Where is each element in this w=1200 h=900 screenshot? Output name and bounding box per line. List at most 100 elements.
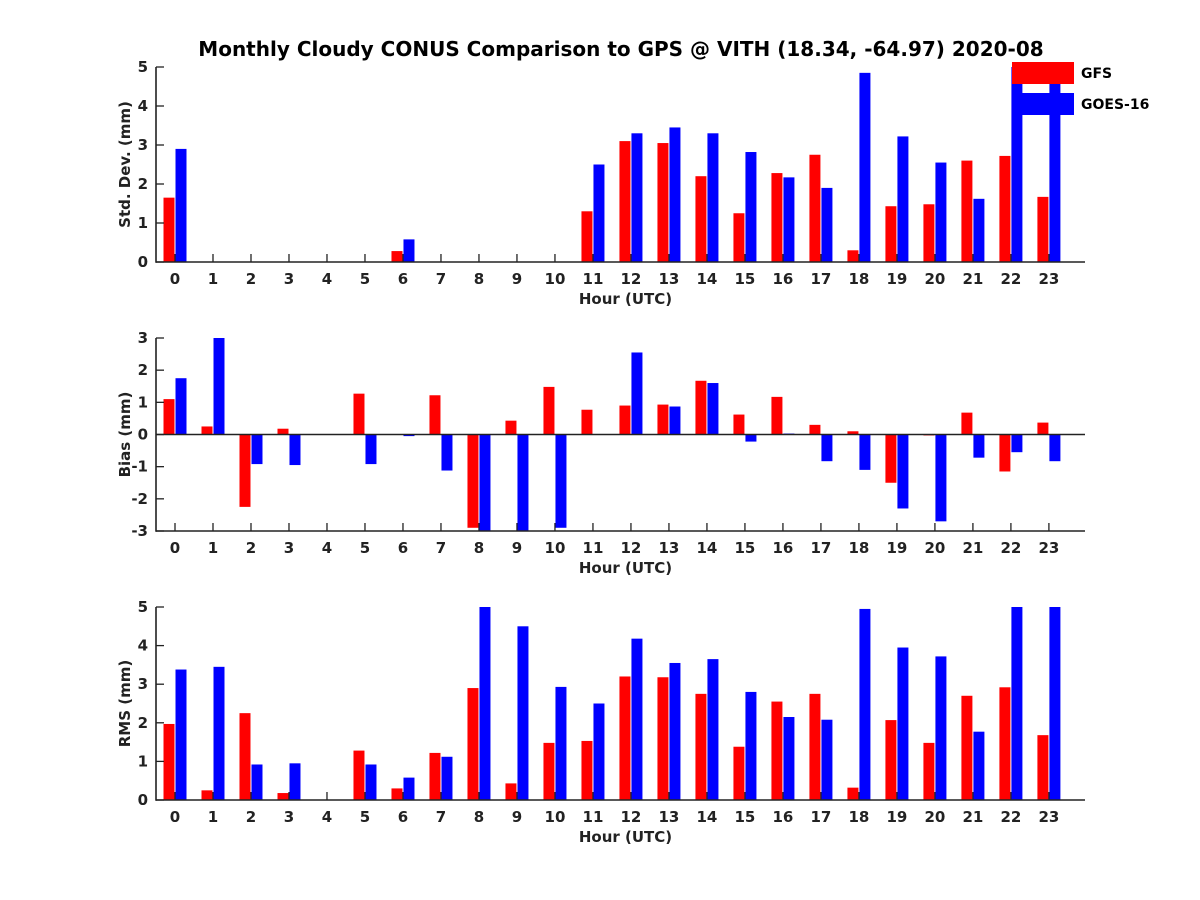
bar-gfs-3 — [277, 428, 289, 435]
bar-gfs-13 — [657, 143, 669, 262]
bar-gfs-22 — [999, 434, 1011, 472]
bar-gfs-5 — [353, 393, 365, 435]
x-tick-label: 13 — [659, 270, 680, 288]
bar-gfs-14 — [695, 693, 707, 800]
bar-gfs-17 — [809, 424, 821, 435]
x-tick-label: 11 — [583, 808, 604, 826]
bar-goes-16-2 — [251, 764, 263, 800]
x-tick-label: 6 — [398, 270, 408, 288]
bar-goes-16-18 — [859, 608, 871, 800]
x-tick-label: 3 — [284, 808, 294, 826]
x-tick-label: 4 — [322, 539, 332, 557]
y-axis-label: Bias (mm) — [116, 392, 134, 478]
bar-gfs-12 — [619, 141, 631, 262]
bar-gfs-19 — [885, 206, 897, 262]
x-tick-label: 0 — [170, 539, 180, 557]
x-tick-label: 5 — [360, 539, 370, 557]
bar-gfs-19 — [885, 720, 897, 800]
bar-gfs-17 — [809, 693, 821, 800]
bar-gfs-18 — [847, 787, 859, 800]
x-tick-label: 4 — [322, 808, 332, 826]
bar-gfs-16 — [771, 396, 783, 435]
x-tick-label: 3 — [284, 270, 294, 288]
bar-goes-16-8 — [479, 607, 491, 800]
bar-goes-16-20 — [935, 162, 947, 262]
y-axis-label: RMS (mm) — [116, 660, 134, 747]
x-tick-label: 22 — [1000, 270, 1021, 288]
x-tick-label: 5 — [360, 808, 370, 826]
x-tick-label: 22 — [1000, 539, 1021, 557]
y-tick-label: 4 — [138, 637, 148, 655]
bar-gfs-11 — [581, 211, 593, 262]
x-tick-label: 7 — [436, 539, 446, 557]
bar-gfs-9 — [505, 783, 517, 800]
bar-goes-16-14 — [707, 133, 719, 262]
x-tick-label: 15 — [735, 539, 756, 557]
bar-goes-16-16 — [783, 717, 795, 800]
x-tick-label: 5 — [360, 270, 370, 288]
x-tick-label: 10 — [545, 539, 566, 557]
x-tick-label: 21 — [962, 808, 983, 826]
bar-gfs-2 — [239, 713, 251, 800]
bar-goes-16-7 — [441, 434, 453, 471]
bar-goes-16-18 — [859, 72, 871, 262]
bar-gfs-17 — [809, 154, 821, 262]
bar-gfs-0 — [163, 197, 175, 262]
bar-goes-16-16 — [783, 177, 795, 262]
bar-goes-16-17 — [821, 719, 833, 800]
bar-goes-16-11 — [593, 164, 605, 262]
y-tick-label: -1 — [131, 458, 148, 476]
bar-goes-16-0 — [175, 148, 187, 262]
x-tick-label: 2 — [246, 270, 256, 288]
legend-label-gfs: GFS — [1081, 66, 1112, 82]
bar-goes-16-6 — [403, 239, 415, 262]
bar-goes-16-22 — [1011, 607, 1023, 800]
x-tick-label: 15 — [735, 808, 756, 826]
y-tick-label: -3 — [131, 522, 148, 540]
legend: GFS GOES-16 — [1012, 62, 1149, 115]
bar-gfs-20 — [923, 742, 935, 800]
x-tick-label: 21 — [962, 270, 983, 288]
y-tick-label: 2 — [138, 175, 148, 193]
x-tick-label: 16 — [772, 539, 793, 557]
y-tick-label: 3 — [138, 675, 148, 693]
x-tick-label: 20 — [924, 539, 945, 557]
x-tick-label: 8 — [474, 808, 484, 826]
legend-swatch-gfs — [1012, 62, 1074, 84]
bar-goes-16-14 — [707, 659, 719, 800]
bar-goes-16-21 — [973, 731, 985, 800]
x-tick-label: 6 — [398, 808, 408, 826]
x-tick-label: 7 — [436, 808, 446, 826]
x-tick-label: 7 — [436, 270, 446, 288]
bar-gfs-21 — [961, 412, 973, 435]
bar-goes-16-6 — [403, 777, 415, 800]
bar-goes-16-15 — [745, 434, 757, 442]
bar-gfs-16 — [771, 173, 783, 262]
y-tick-label: 5 — [138, 598, 148, 616]
bar-gfs-0 — [163, 399, 175, 435]
bar-goes-16-19 — [897, 136, 909, 262]
x-tick-label: 12 — [621, 539, 642, 557]
bar-gfs-16 — [771, 701, 783, 800]
x-tick-label: 16 — [772, 270, 793, 288]
x-tick-label: 11 — [583, 539, 604, 557]
bar-goes-16-3 — [289, 434, 301, 466]
bar-gfs-8 — [467, 688, 479, 800]
x-tick-label: 8 — [474, 539, 484, 557]
chart-title: Monthly Cloudy CONUS Comparison to GPS @… — [198, 37, 1043, 61]
bar-goes-16-19 — [897, 434, 909, 509]
x-axis-label: Hour (UTC) — [579, 828, 672, 846]
bar-gfs-21 — [961, 695, 973, 800]
x-tick-label: 10 — [545, 270, 566, 288]
bar-goes-16-17 — [821, 434, 833, 462]
x-tick-label: 9 — [512, 539, 522, 557]
bar-goes-16-5 — [365, 764, 377, 800]
x-tick-label: 17 — [810, 270, 831, 288]
x-tick-label: 12 — [621, 808, 642, 826]
y-tick-label: 2 — [138, 361, 148, 379]
bar-gfs-6 — [391, 788, 403, 800]
bar-gfs-13 — [657, 404, 669, 435]
x-tick-label: 17 — [810, 539, 831, 557]
bar-goes-16-1 — [213, 666, 225, 800]
